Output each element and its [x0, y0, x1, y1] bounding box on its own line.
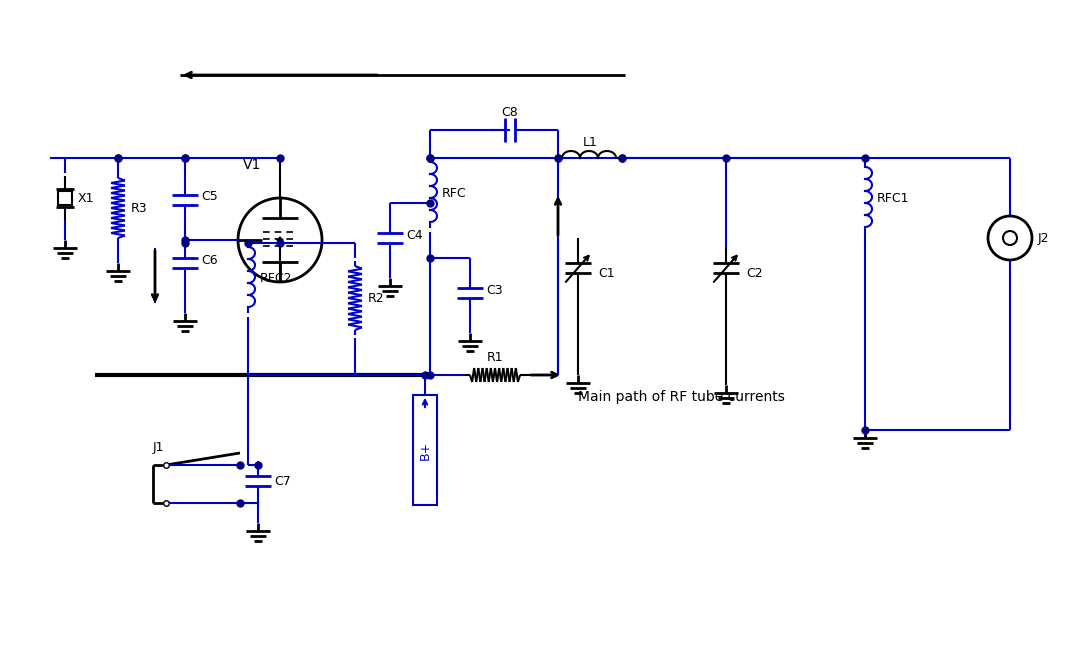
Text: V1: V1 — [243, 158, 261, 172]
Text: C2: C2 — [746, 267, 763, 280]
Text: R3: R3 — [131, 202, 147, 215]
Text: RFC: RFC — [442, 186, 466, 200]
Text: C3: C3 — [486, 284, 503, 296]
Text: RFC2: RFC2 — [260, 272, 293, 284]
Text: C6: C6 — [201, 253, 218, 267]
Text: X1: X1 — [78, 192, 94, 204]
Text: B+: B+ — [418, 440, 431, 459]
Text: Main path of RF tube currents: Main path of RF tube currents — [578, 390, 785, 404]
Text: J1: J1 — [153, 440, 165, 453]
Text: L1: L1 — [582, 135, 597, 149]
Text: C4: C4 — [406, 229, 423, 241]
Text: R2: R2 — [367, 292, 385, 304]
Text: C8: C8 — [502, 105, 518, 119]
Text: C5: C5 — [201, 190, 218, 202]
Text: C1: C1 — [598, 267, 615, 280]
Text: R1: R1 — [487, 351, 503, 363]
Text: J2: J2 — [1038, 231, 1049, 245]
Text: RFC1: RFC1 — [877, 192, 909, 204]
Bar — [413, 395, 437, 505]
Text: C7: C7 — [274, 475, 291, 487]
Bar — [59, 191, 72, 205]
